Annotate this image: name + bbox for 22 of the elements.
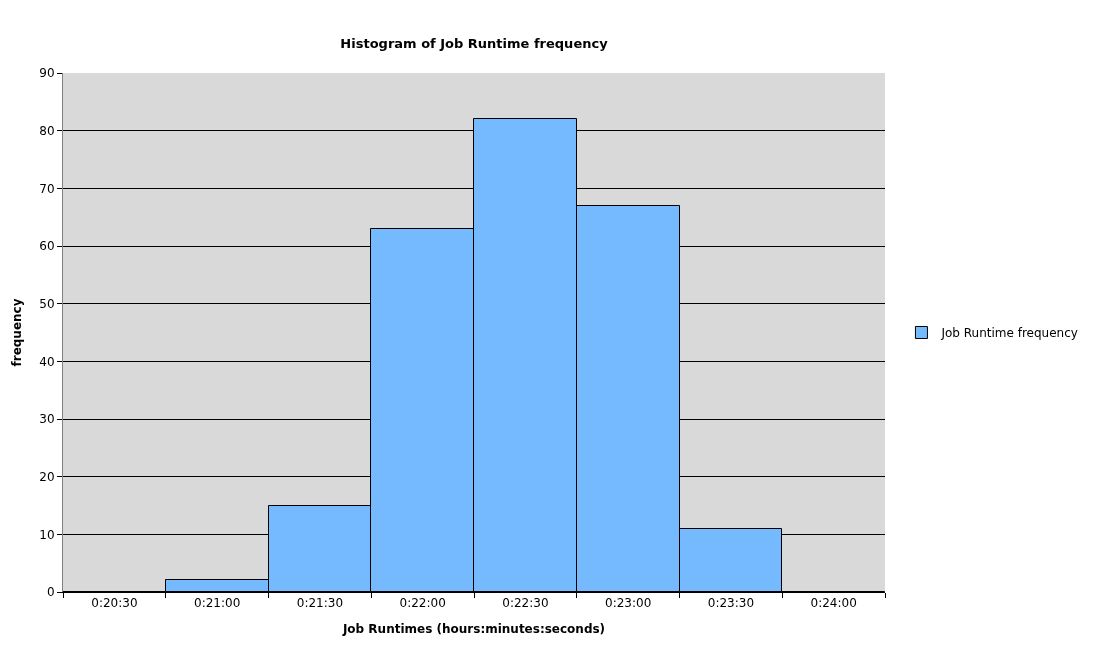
x-tick-label: 0:21:00 — [194, 596, 241, 611]
x-tick-label: 0:20:30 — [91, 596, 138, 611]
x-tick-label: 0:22:00 — [399, 596, 446, 611]
x-tick-label: 0:21:30 — [296, 596, 344, 611]
y-tick-label: 10 — [39, 527, 55, 542]
x-tick-label: 0:22:30 — [502, 596, 549, 611]
x-axis-title: Job Runtimes (hours:minutes:seconds) — [341, 622, 606, 637]
y-tick-label: 90 — [39, 66, 55, 81]
x-tick-label: 0:23:00 — [605, 596, 652, 611]
y-tick-label: 50 — [39, 296, 55, 311]
y-axis-title: frequency — [9, 298, 24, 367]
legend-label: Job Runtime frequency — [940, 326, 1078, 341]
x-tick-label: 0:23:30 — [707, 596, 755, 611]
y-tick-label: 0 — [46, 585, 55, 600]
y-tick-label: 40 — [39, 354, 55, 369]
y-tick-label: 30 — [39, 412, 55, 427]
y-tick-label: 80 — [39, 123, 55, 138]
y-tick-label: 20 — [39, 469, 55, 484]
chart-title: Histogram of Job Runtime frequency — [340, 36, 609, 52]
y-tick-label: 70 — [39, 181, 55, 196]
x-tick-label: 0:24:00 — [810, 596, 857, 611]
y-tick-label: 60 — [39, 239, 55, 254]
